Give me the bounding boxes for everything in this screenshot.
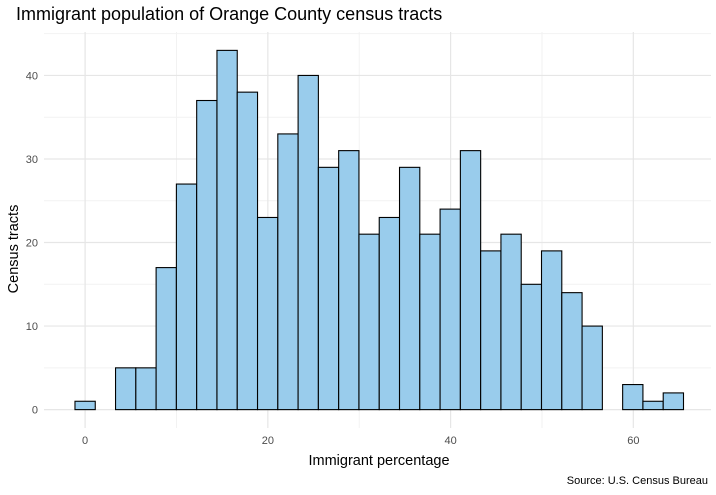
histogram-bar [540, 250, 563, 411]
chart-title: Immigrant population of Orange County ce… [16, 4, 443, 24]
y-tick-label: 30 [26, 154, 38, 166]
histogram-bar [135, 367, 157, 411]
histogram-bar [398, 166, 421, 411]
histogram-bar [642, 400, 664, 411]
y-tick-label: 0 [32, 405, 38, 417]
histogram-bar [196, 99, 218, 411]
histogram-bar [338, 150, 360, 411]
histogram-bar [561, 292, 583, 411]
y-tick-label: 10 [26, 321, 38, 333]
histogram-bar [662, 392, 685, 411]
histogram-bar [216, 49, 238, 411]
x-tick-label: 60 [627, 435, 639, 447]
x-axis-label: Immigrant percentage [308, 453, 450, 469]
y-tick-label: 40 [26, 70, 38, 82]
x-axis-ticks: 0 20 40 60 [82, 435, 639, 447]
x-tick-label: 0 [82, 435, 88, 447]
histogram-bar [175, 183, 198, 411]
histogram-bar [236, 91, 259, 411]
y-axis-ticks: 0 10 20 30 40 [26, 70, 38, 416]
x-tick-label: 40 [444, 435, 456, 447]
histogram-bar [378, 216, 401, 411]
histogram-bar [358, 233, 380, 411]
histogram-bar [256, 216, 279, 411]
histogram-bar [622, 384, 644, 411]
histogram-bar [114, 367, 137, 411]
histogram-bar [317, 166, 340, 411]
histogram-bar [581, 325, 603, 411]
histogram-bar [155, 267, 177, 411]
y-axis-label: Census tracts [6, 204, 22, 294]
histogram-bar [439, 208, 461, 411]
histogram-bars [74, 49, 685, 411]
histogram-bar [480, 250, 502, 411]
histogram-bar [297, 74, 319, 411]
histogram-bar [520, 283, 543, 411]
histogram-bar [459, 150, 482, 411]
histogram-bar [419, 233, 441, 411]
y-tick-label: 20 [26, 238, 38, 250]
source-caption: Source: U.S. Census Bureau [566, 475, 708, 487]
histogram-bar [74, 400, 96, 411]
x-tick-label: 20 [262, 435, 274, 447]
histogram-bar [277, 133, 299, 411]
histogram-bar [500, 233, 522, 411]
